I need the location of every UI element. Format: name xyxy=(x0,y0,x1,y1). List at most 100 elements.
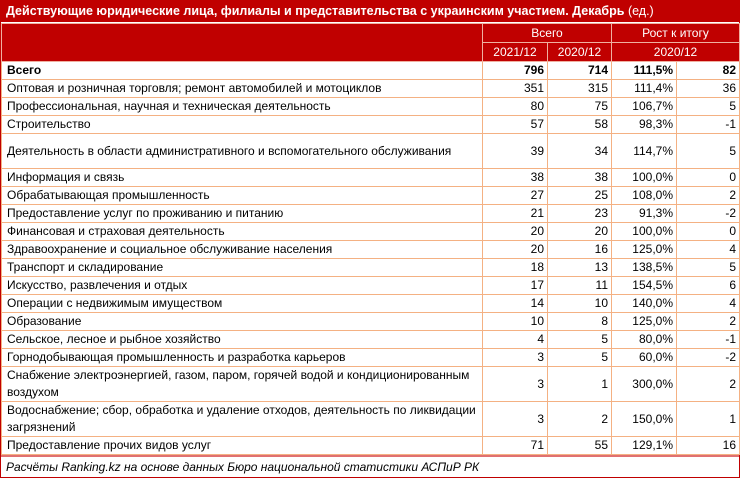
header-total: Всего xyxy=(482,23,612,43)
cell-v2020: 11 xyxy=(547,276,612,295)
cell-pct: 125,0% xyxy=(611,240,677,259)
cell-v2021: 80 xyxy=(482,97,548,116)
cell-v2021: 27 xyxy=(482,186,548,205)
cell-v2021: 39 xyxy=(482,133,548,169)
header-empty xyxy=(1,23,483,62)
cell-v2020: 16 xyxy=(547,240,612,259)
cell-v2021: 10 xyxy=(482,312,548,331)
cell-label: Транспорт и складирование xyxy=(1,258,483,277)
cell-pct: 91,3% xyxy=(611,204,677,223)
table-row: Всего 796 714 111,5% 82 xyxy=(1,61,740,80)
cell-v2021: 351 xyxy=(482,79,548,98)
table-row: Операции с недвижимым имуществом 14 10 140,… xyxy=(1,294,740,313)
cell-label: Строительство xyxy=(1,115,483,134)
table-row: Информация и связь 38 38 100,0% 0 xyxy=(1,168,740,187)
table-row: Предоставление прочих видов услуг 71 55 129… xyxy=(1,436,740,455)
cell-label: Финансовая и страховая деятельность xyxy=(1,222,483,241)
source-note: Расчёты Ranking.kz на основе данных Бюро… xyxy=(1,455,739,477)
cell-label: Образование xyxy=(1,312,483,331)
header-2021: 2021/12 xyxy=(482,42,548,62)
cell-pct: 100,0% xyxy=(611,168,677,187)
cell-v2021: 14 xyxy=(482,294,548,313)
table-row: Образование 10 8 125,0% 2 xyxy=(1,312,740,331)
cell-v2020: 13 xyxy=(547,258,612,277)
table-row: Горнодобывающая промышленность и разрабо… xyxy=(1,348,740,367)
cell-diff: 2 xyxy=(676,186,740,205)
cell-diff: 16 xyxy=(676,436,740,455)
cell-v2020: 55 xyxy=(547,436,612,455)
cell-pct: 140,0% xyxy=(611,294,677,313)
cell-diff: 6 xyxy=(676,276,740,295)
cell-diff: 5 xyxy=(676,133,740,169)
cell-v2021: 3 xyxy=(482,366,548,402)
cell-label: Водоснабжение; сбор, обработка и удалени… xyxy=(1,401,483,437)
cell-v2020: 5 xyxy=(547,348,612,367)
cell-v2020: 58 xyxy=(547,115,612,134)
table-row: Сельское, лесное и рыбное хозяйство 4 5 80,… xyxy=(1,330,740,349)
header-2020: 2020/12 xyxy=(547,42,612,62)
table-row: Транспорт и складирование 18 13 138,5% 5 xyxy=(1,258,740,277)
cell-pct: 114,7% xyxy=(611,133,677,169)
cell-v2021: 3 xyxy=(482,348,548,367)
cell-pct: 300,0% xyxy=(611,366,677,402)
cell-pct: 125,0% xyxy=(611,312,677,331)
cell-label: Информация и связь xyxy=(1,168,483,187)
cell-v2021: 20 xyxy=(482,222,548,241)
cell-v2020: 75 xyxy=(547,97,612,116)
cell-label: Деятельность в области административного… xyxy=(1,133,483,169)
cell-diff: 4 xyxy=(676,240,740,259)
table-row: Здравоохранение и социальное обслуживани… xyxy=(1,240,740,259)
cell-diff: 0 xyxy=(676,222,740,241)
cell-v2020: 315 xyxy=(547,79,612,98)
cell-label: Предоставление услуг по проживанию и пит… xyxy=(1,204,483,223)
table-row: Обрабатывающая промышленность 27 25 108,0% 2 xyxy=(1,186,740,205)
table-row: Снабжение электроэнергией, газом, паром,… xyxy=(1,366,740,402)
header-growth-2020: 2020/12 xyxy=(611,42,740,62)
cell-pct: 150,0% xyxy=(611,401,677,437)
cell-v2021: 17 xyxy=(482,276,548,295)
cell-label: Предоставление прочих видов услуг xyxy=(1,436,483,455)
cell-v2020: 20 xyxy=(547,222,612,241)
cell-diff: 36 xyxy=(676,79,740,98)
table-row: Деятельность в области административного… xyxy=(1,133,740,169)
cell-pct: 138,5% xyxy=(611,258,677,277)
cell-v2021: 71 xyxy=(482,436,548,455)
cell-pct: 60,0% xyxy=(611,348,677,367)
cell-label: Всего xyxy=(1,61,483,80)
cell-v2020: 10 xyxy=(547,294,612,313)
cell-diff: 2 xyxy=(676,312,740,331)
cell-pct: 80,0% xyxy=(611,330,677,349)
data-table: Всего Рост к итогу 2021/12 2020/12 2020/12 … xyxy=(1,23,740,455)
cell-label: Обрабатывающая промышленность xyxy=(1,186,483,205)
cell-v2020: 1 xyxy=(547,366,612,402)
cell-v2020: 8 xyxy=(547,312,612,331)
table-row: Искусство, развлечения и отдых 17 11 154,5%… xyxy=(1,276,740,295)
header-growth: Рост к итогу xyxy=(611,23,740,43)
table-row: Оптовая и розничная торговля; ремонт авт… xyxy=(1,79,740,98)
cell-v2020: 23 xyxy=(547,204,612,223)
cell-label: Операции с недвижимым имуществом xyxy=(1,294,483,313)
cell-diff: -2 xyxy=(676,204,740,223)
title-text: Действующие юридические лица, филиалы и … xyxy=(6,4,625,18)
cell-v2021: 796 xyxy=(482,61,548,80)
cell-label: Здравоохранение и социальное обслуживани… xyxy=(1,240,483,259)
cell-label: Искусство, развлечения и отдых xyxy=(1,276,483,295)
cell-v2020: 25 xyxy=(547,186,612,205)
cell-diff: -1 xyxy=(676,330,740,349)
cell-diff: 4 xyxy=(676,294,740,313)
cell-label: Снабжение электроэнергией, газом, паром,… xyxy=(1,366,483,402)
cell-diff: 0 xyxy=(676,168,740,187)
cell-pct: 98,3% xyxy=(611,115,677,134)
cell-diff: 82 xyxy=(676,61,740,80)
cell-pct: 111,5% xyxy=(611,61,677,80)
cell-label: Сельское, лесное и рыбное хозяйство xyxy=(1,330,483,349)
cell-v2021: 20 xyxy=(482,240,548,259)
cell-v2021: 38 xyxy=(482,168,548,187)
cell-diff: -2 xyxy=(676,348,740,367)
cell-v2021: 57 xyxy=(482,115,548,134)
cell-pct: 108,0% xyxy=(611,186,677,205)
table-row: Финансовая и страховая деятельность 20 20 1… xyxy=(1,222,740,241)
cell-diff: 2 xyxy=(676,366,740,402)
table-row: Водоснабжение; сбор, обработка и удалени… xyxy=(1,401,740,437)
